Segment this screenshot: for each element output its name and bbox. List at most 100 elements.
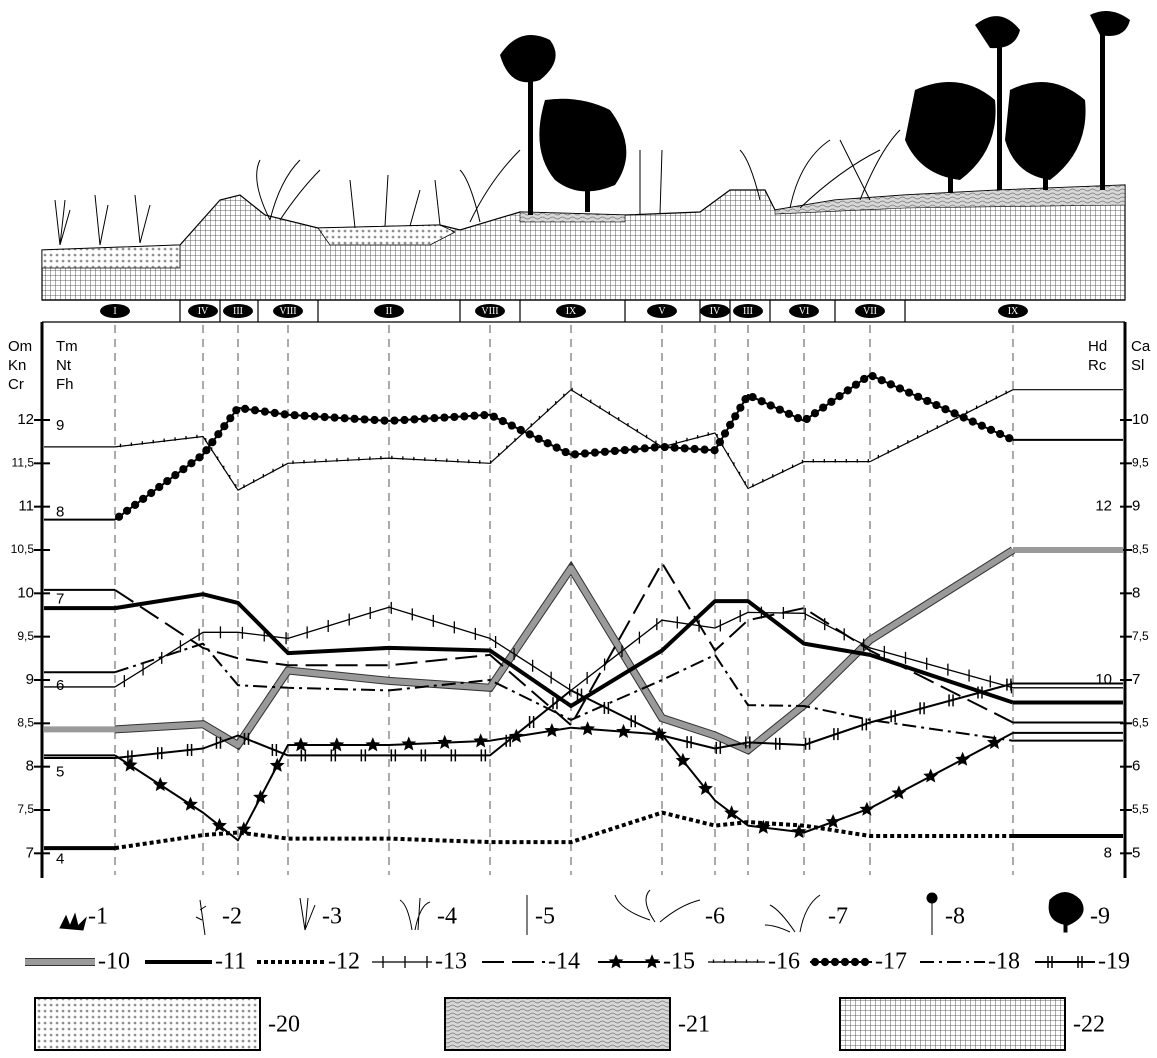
line-marker xyxy=(310,412,319,421)
line-marker xyxy=(270,408,279,418)
line-marker xyxy=(850,957,860,967)
line-marker xyxy=(610,446,619,456)
zone-marker xyxy=(998,304,1028,318)
y-tick-label: 5 xyxy=(56,764,64,781)
line-marker xyxy=(580,721,596,736)
y-tick-label: 8 xyxy=(26,758,34,775)
line-marker xyxy=(891,785,907,800)
legend-label: -4 xyxy=(437,904,457,930)
line-marker xyxy=(570,450,580,459)
y-tick-label: 9 xyxy=(26,671,34,688)
y-tick-label: 10 xyxy=(17,584,34,601)
axis-label: Hd xyxy=(1088,338,1107,355)
line-marker xyxy=(580,449,590,458)
line-marker xyxy=(698,780,713,795)
line-marker xyxy=(226,414,235,423)
line-marker xyxy=(859,801,875,816)
line-marker xyxy=(757,397,766,406)
line-marker xyxy=(825,813,841,829)
series-line xyxy=(114,592,1014,708)
line-marker xyxy=(660,442,669,452)
line-marker xyxy=(793,414,803,423)
legend-label: -2 xyxy=(222,904,242,930)
series-line xyxy=(114,562,1014,727)
line-marker xyxy=(720,429,730,438)
legend-label: -17 xyxy=(875,949,907,975)
line-marker xyxy=(187,459,196,468)
y-tick-label: 5,5 xyxy=(1132,802,1149,816)
line-marker xyxy=(620,445,629,455)
zone-marker xyxy=(100,304,130,318)
line-marker xyxy=(995,429,1005,439)
zone-label: III xyxy=(233,306,243,317)
line-marker xyxy=(561,447,570,457)
y-tick-label: 7 xyxy=(56,590,64,607)
line-marker xyxy=(941,405,950,414)
zone-label: VIII xyxy=(279,306,296,317)
y-tick-label: 12 xyxy=(17,411,34,428)
line-marker xyxy=(731,412,740,421)
line-marker xyxy=(420,414,429,423)
line-marker xyxy=(644,954,660,969)
line-marker xyxy=(977,421,986,430)
line-marker xyxy=(401,736,417,751)
y-tick-label: 8,5 xyxy=(1132,542,1149,556)
y-tick-label: 9 xyxy=(56,417,64,434)
zone-marker xyxy=(188,304,218,318)
line-marker xyxy=(543,439,552,448)
line-marker xyxy=(670,443,679,452)
axis-label: Ca xyxy=(1131,338,1151,355)
axis-label: Nt xyxy=(56,357,72,374)
legend-label: -3 xyxy=(322,904,342,930)
line-marker xyxy=(860,374,869,384)
y-tick-label: 8 xyxy=(1104,844,1112,861)
line-marker xyxy=(240,404,250,413)
line-marker xyxy=(986,734,1002,750)
legend-label: -12 xyxy=(328,949,360,975)
y-tick-label: 8 xyxy=(56,504,64,521)
line-marker xyxy=(552,443,561,452)
line-marker xyxy=(950,409,959,418)
y-tick-label: 8,5 xyxy=(17,716,34,730)
zone-marker xyxy=(556,304,586,318)
y-tick-label: 8 xyxy=(1132,584,1140,601)
line-marker xyxy=(851,380,861,389)
line-marker xyxy=(430,414,439,423)
line-marker xyxy=(360,415,369,424)
line-marker xyxy=(214,430,223,439)
y-tick-label: 7 xyxy=(26,844,34,861)
legend-icons xyxy=(59,889,1084,936)
line-marker xyxy=(968,417,977,426)
line-marker xyxy=(914,392,923,401)
line-marker xyxy=(220,422,229,431)
line-marker xyxy=(480,411,489,420)
line-marker xyxy=(330,413,339,422)
zone-label: II xyxy=(386,306,393,317)
legend-label: -1 xyxy=(88,904,108,930)
line-marker xyxy=(171,471,180,480)
line-marker xyxy=(959,413,968,422)
line-marker xyxy=(608,954,624,969)
line-marker xyxy=(640,444,649,453)
line-marker xyxy=(675,752,691,767)
line-marker xyxy=(437,734,453,749)
zone-marker xyxy=(647,304,677,318)
line-marker xyxy=(820,957,830,967)
line-marker xyxy=(340,414,349,423)
legend-label: -10 xyxy=(98,949,130,975)
line-marker xyxy=(534,434,543,443)
line-marker xyxy=(440,413,449,422)
axis-label: Fh xyxy=(56,376,74,393)
line-marker xyxy=(208,438,217,447)
line-marker xyxy=(293,737,309,752)
zone-marker xyxy=(789,304,819,318)
y-tick-label: 9,5 xyxy=(17,629,34,643)
zone-label: III xyxy=(743,306,753,317)
line-marker xyxy=(114,512,124,521)
line-marker xyxy=(155,482,164,492)
line-marker xyxy=(736,403,745,412)
line-marker xyxy=(489,412,498,421)
line-marker xyxy=(724,805,740,820)
zone-marker xyxy=(273,304,303,318)
